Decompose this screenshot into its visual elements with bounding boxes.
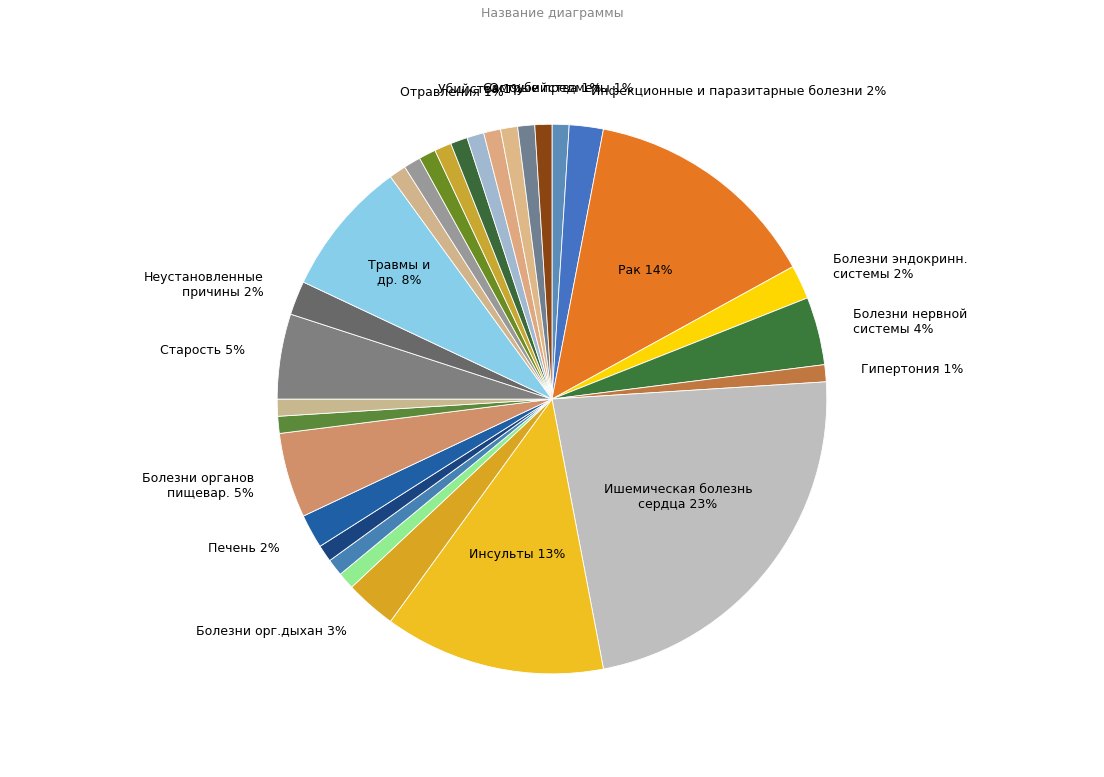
Wedge shape xyxy=(352,399,552,622)
Wedge shape xyxy=(391,167,552,399)
Wedge shape xyxy=(304,399,552,546)
Text: Инсульты 13%: Инсульты 13% xyxy=(469,548,565,561)
Wedge shape xyxy=(450,138,552,399)
Text: Болезни орг.дыхан 3%: Болезни орг.дыхан 3% xyxy=(195,625,347,639)
Text: Ишемическая болезнь
сердца 23%: Ишемическая болезнь сердца 23% xyxy=(604,483,752,510)
Text: Самоубийства 1%: Самоубийства 1% xyxy=(484,82,602,96)
Text: Гипертония 1%: Гипертония 1% xyxy=(861,364,964,376)
Text: Рак 14%: Рак 14% xyxy=(618,263,673,277)
Text: Отравления 1%: Отравления 1% xyxy=(400,85,503,99)
Text: Старость 5%: Старость 5% xyxy=(160,344,245,357)
Wedge shape xyxy=(552,267,807,399)
Wedge shape xyxy=(277,314,552,399)
Text: Болезни нервной
системы 4%: Болезни нервной системы 4% xyxy=(852,308,967,336)
Wedge shape xyxy=(340,399,552,587)
Wedge shape xyxy=(278,399,552,434)
Wedge shape xyxy=(552,124,570,399)
Text: Травмы и
др. 8%: Травмы и др. 8% xyxy=(369,259,431,287)
Wedge shape xyxy=(552,364,826,399)
Wedge shape xyxy=(500,127,552,399)
Text: Неустановленные
причины 2%: Неустановленные причины 2% xyxy=(144,270,263,298)
Text: Инфекционные и паразитарные болезни 2%: Инфекционные и паразитарные болезни 2% xyxy=(591,85,887,97)
Wedge shape xyxy=(552,298,825,399)
Wedge shape xyxy=(420,151,552,399)
Text: Острые предметы 1%: Острые предметы 1% xyxy=(489,82,634,95)
Wedge shape xyxy=(330,399,552,574)
Text: Болезни эндокринн.
системы 2%: Болезни эндокринн. системы 2% xyxy=(834,253,967,280)
Wedge shape xyxy=(277,399,552,416)
Wedge shape xyxy=(484,129,552,399)
Wedge shape xyxy=(279,399,552,516)
Text: Убийства 1%: Убийства 1% xyxy=(438,83,523,96)
Wedge shape xyxy=(405,159,552,399)
Text: Болезни органов
пищевар. 5%: Болезни органов пищевар. 5% xyxy=(141,472,254,500)
Wedge shape xyxy=(552,125,604,399)
Wedge shape xyxy=(552,129,793,399)
Wedge shape xyxy=(435,144,552,399)
Wedge shape xyxy=(391,399,604,674)
Wedge shape xyxy=(320,399,552,560)
Text: Печень 2%: Печень 2% xyxy=(209,542,280,555)
Wedge shape xyxy=(467,133,552,399)
Wedge shape xyxy=(534,124,552,399)
Wedge shape xyxy=(290,282,552,399)
Title: Название диаграммы: Название диаграммы xyxy=(480,7,624,20)
Wedge shape xyxy=(518,125,552,399)
Wedge shape xyxy=(552,382,827,669)
Wedge shape xyxy=(304,176,552,399)
